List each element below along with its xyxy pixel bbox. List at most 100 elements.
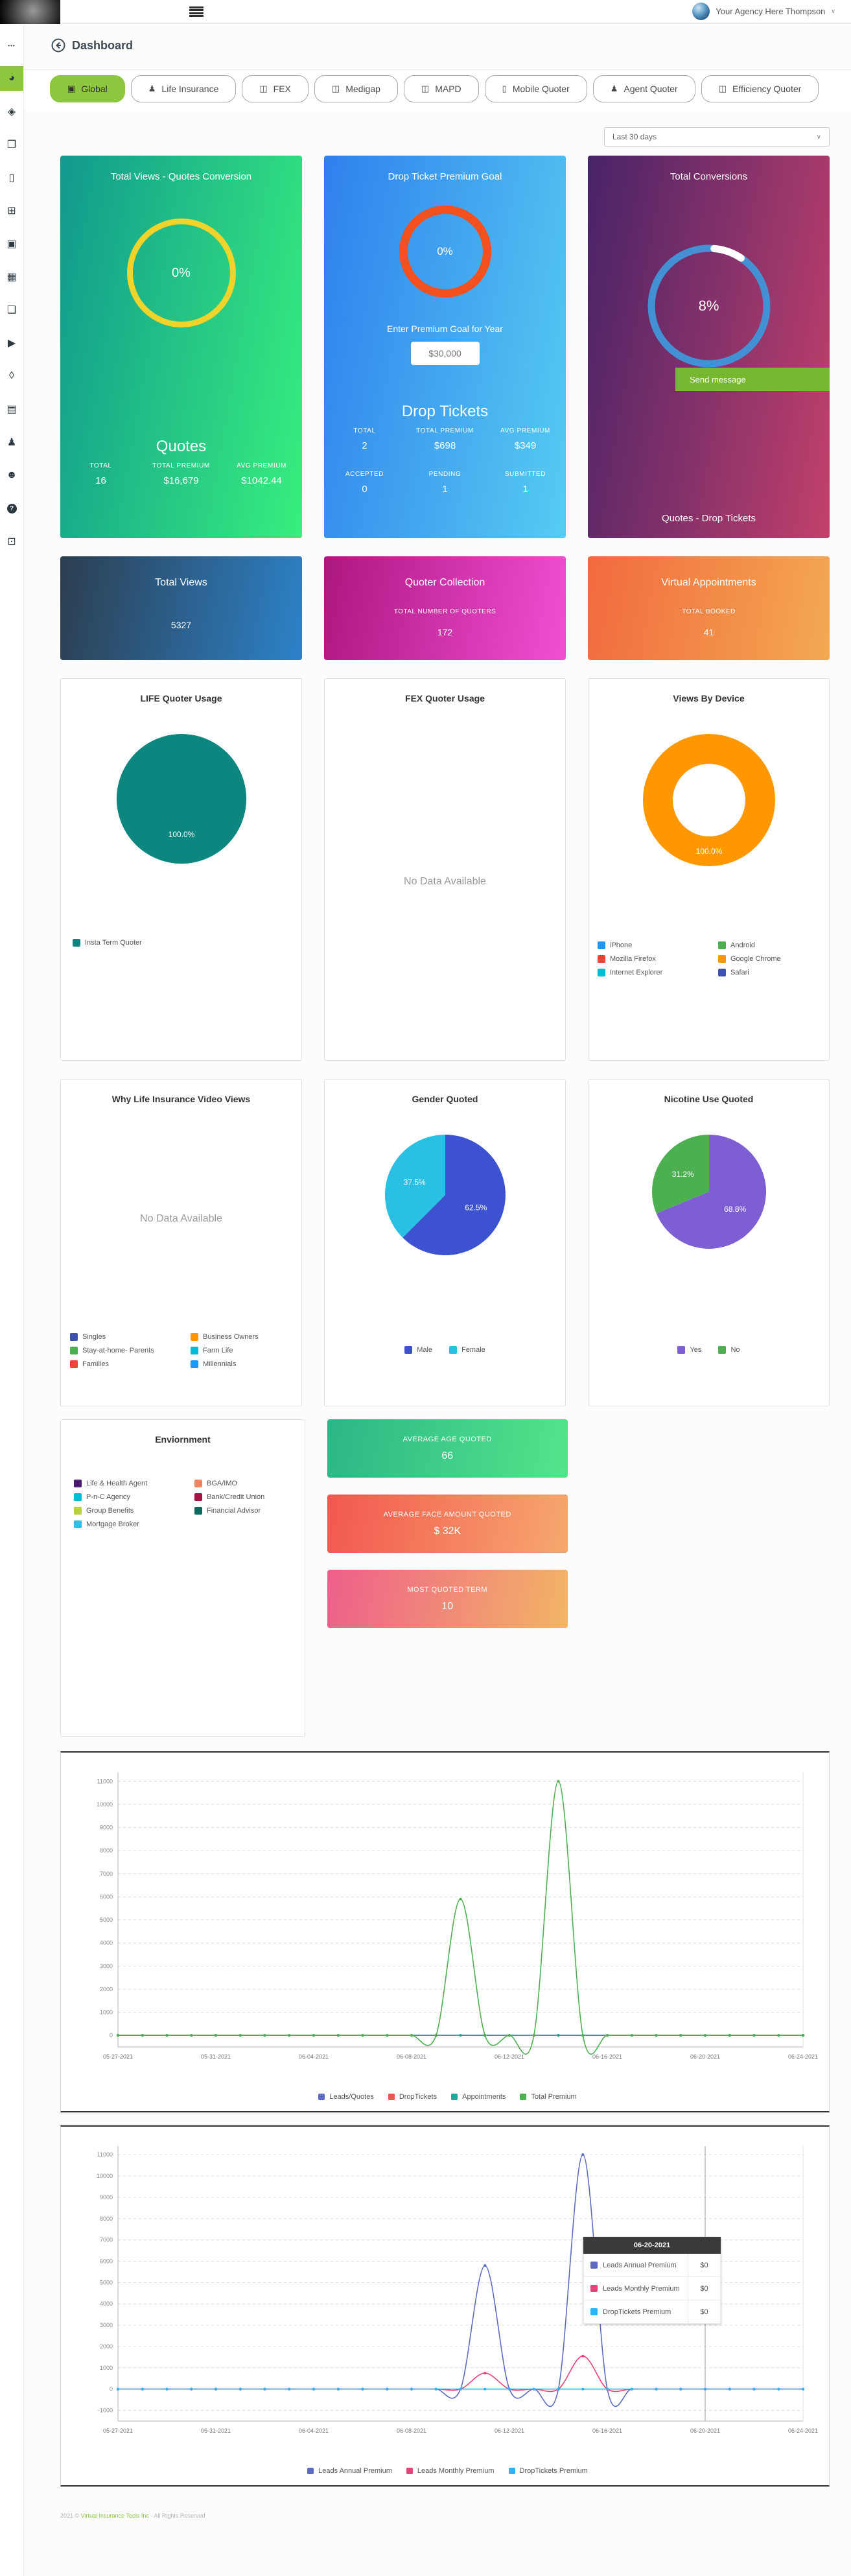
legend-item-mortgage-broker: Mortgage Broker: [74, 1520, 188, 1528]
tooltip-value: $0: [688, 2277, 720, 2300]
card-total-views-quotes-conversion: Total Views - Quotes Conversion 0% Quote…: [60, 156, 302, 538]
legend-label: Singles: [82, 1333, 106, 1341]
legend-item-droptickets-premium: DropTickets Premium: [508, 2467, 588, 2475]
tab-medigap[interactable]: ◫ Medigap: [314, 75, 398, 102]
tab-fex[interactable]: ◫ FEX: [242, 75, 309, 102]
legend-swatch: [598, 941, 605, 949]
legend-label: DropTickets Premium: [519, 2467, 588, 2475]
page-head: Dashboard: [24, 24, 851, 53]
svg-text:06-04-2021: 06-04-2021: [299, 2053, 329, 2060]
stat-value: $349: [514, 440, 537, 451]
legend-swatch: [590, 2285, 598, 2292]
legend-item-total-premium: Total Premium: [520, 2093, 577, 2101]
svg-text:05-31-2021: 05-31-2021: [201, 2053, 231, 2060]
legend-item-families: Families: [70, 1360, 184, 1368]
sidebar-item-agents[interactable]: ♟: [0, 430, 23, 455]
stat-value: 1: [442, 484, 448, 495]
stat-value: $698: [434, 440, 456, 451]
legend-swatch: [590, 2262, 598, 2269]
kpi-card-total-views: Total Views 5327: [60, 556, 302, 660]
legend-swatch: [70, 1333, 78, 1341]
pages-icon: ❐: [6, 139, 17, 150]
tooltip-label: DropTickets Premium: [603, 2308, 671, 2316]
tab-mapd[interactable]: ◫ MAPD: [403, 75, 479, 102]
sidebar-item-users[interactable]: ☻: [0, 463, 23, 488]
legend-item-leads-annual-premium: Leads Annual Premium: [307, 2467, 392, 2475]
tab-global[interactable]: ▣ Global: [50, 75, 125, 102]
sidebar-item-dashboard[interactable]: ◕: [0, 66, 23, 91]
sidebar-item-calendar[interactable]: ▤: [0, 397, 23, 421]
pie-chart: 100.0%: [107, 724, 256, 877]
legend-item-appointments: Appointments: [451, 2093, 506, 2101]
legend-label: P-n-C Agency: [86, 1493, 130, 1501]
stat-label: TOTAL PREMIUM: [152, 462, 210, 469]
tab-label: MAPD: [435, 84, 461, 94]
legend-label: Leads Monthly Premium: [417, 2467, 495, 2475]
sidebar-item-apps[interactable]: ⊞: [0, 198, 23, 223]
svg-text:10000: 10000: [97, 1801, 113, 1808]
chart-tooltip: 06-20-2021 Leads Annual Premium $0 Leads Mo…: [583, 2237, 721, 2324]
date-range-select[interactable]: Last 30 days ∨: [604, 127, 830, 147]
legend-swatch: [194, 1493, 202, 1501]
legend-label: Business Owners: [203, 1333, 259, 1341]
chart-title: Enviornment: [155, 1434, 211, 1445]
chart-title: Views By Device: [673, 693, 745, 703]
topbar: Your Agency Here Thompson ∨: [0, 0, 851, 24]
legend-swatch: [307, 2468, 314, 2474]
footer: 2021 © Virtual Insurance Tools Inc - All…: [60, 2512, 851, 2519]
legend-swatch: [74, 1480, 82, 1487]
tile-label: AVERAGE FACE AMOUNT QUOTED: [383, 1510, 511, 1518]
legend-item-leads-monthly-premium: Leads Monthly Premium: [406, 2467, 495, 2475]
legend-swatch: [718, 941, 726, 949]
legend-swatch: [718, 1346, 727, 1354]
agency-logo[interactable]: [0, 0, 60, 24]
premium-goal-input[interactable]: [410, 342, 480, 365]
legend-swatch: [194, 1507, 202, 1515]
sidebar-item-tables[interactable]: ▦: [0, 265, 23, 289]
svg-text:06-04-2021: 06-04-2021: [299, 2428, 329, 2434]
sidebar-item-help[interactable]: ?: [0, 496, 23, 521]
stat-value: $16,679: [163, 475, 199, 486]
tab-agent-quoter[interactable]: ♟ Agent Quoter: [592, 75, 695, 102]
send-message-button[interactable]: Send message: [675, 368, 830, 391]
sidebar-item-gallery[interactable]: ❑: [0, 298, 23, 322]
svg-text:2000: 2000: [100, 2343, 113, 2350]
tab-efficiency-quoter[interactable]: ◫ Efficiency Quoter: [701, 75, 819, 102]
tile-label: AVERAGE AGE QUOTED: [402, 1435, 492, 1443]
avatar: [692, 3, 710, 20]
tab-mobile-quoter[interactable]: ▯ Mobile Quoter: [484, 75, 587, 102]
sidebar-item-videos[interactable]: ▶: [0, 331, 23, 355]
video-icon: ▶: [7, 338, 16, 349]
chart-legend: iPhone Android Mozilla Firefox Google Chrom…: [598, 941, 828, 976]
book-icon: ◫: [421, 84, 430, 93]
ellipsis-icon: •••: [8, 42, 16, 49]
card-drop-ticket-premium-goal: Drop Ticket Premium Goal 0% Enter Premiu…: [324, 156, 566, 538]
sidebar-item-layers[interactable]: ◈: [0, 99, 23, 124]
sidebar-item-menu-more[interactable]: •••: [0, 33, 23, 58]
legend-item-farm-life: Farm Life: [191, 1347, 301, 1354]
sidebar-item-media[interactable]: ▣: [0, 231, 23, 256]
legend-item-droptickets: DropTickets: [388, 2093, 437, 2101]
sidebar-item-pages[interactable]: ❐: [0, 132, 23, 157]
kpi-cards: Total Views 5327 Quoter Collection TOTAL NU…: [60, 556, 830, 660]
kpi-card-quoter-collection: Quoter Collection TOTAL NUMBER OF QUOTERS…: [324, 556, 566, 660]
legend-item-google-chrome: Google Chrome: [718, 955, 828, 963]
card-title: Total Conversions: [670, 171, 748, 182]
svg-text:11000: 11000: [97, 2151, 113, 2158]
legend-swatch: [74, 1507, 82, 1515]
kpi-title: Quoter Collection: [404, 577, 485, 588]
book-icon: ◫: [259, 84, 268, 93]
user-menu[interactable]: Your Agency Here Thompson ∨: [692, 3, 835, 20]
sidebar-item-reports[interactable]: ⊡: [0, 529, 23, 554]
legend-label: Mortgage Broker: [86, 1520, 139, 1528]
back-icon[interactable]: [51, 38, 65, 53]
sidebar-item-mobile[interactable]: ▯: [0, 165, 23, 190]
chart-card-video-views: Why Life Insurance Video Views No Data Av…: [60, 1079, 302, 1406]
chart-row-1: LIFE Quoter Usage 100.0% Insta Term Quoter…: [60, 678, 830, 1061]
agent-icon: ♟: [6, 437, 17, 448]
svg-text:06-16-2021: 06-16-2021: [592, 2428, 622, 2434]
tab-life-insurance[interactable]: ♟ Life Insurance: [130, 75, 237, 102]
footer-company-link[interactable]: Virtual Insurance Tools Inc: [80, 2512, 149, 2519]
menu-toggle-icon[interactable]: [189, 5, 204, 18]
sidebar-item-tickets[interactable]: ◊: [0, 364, 23, 388]
